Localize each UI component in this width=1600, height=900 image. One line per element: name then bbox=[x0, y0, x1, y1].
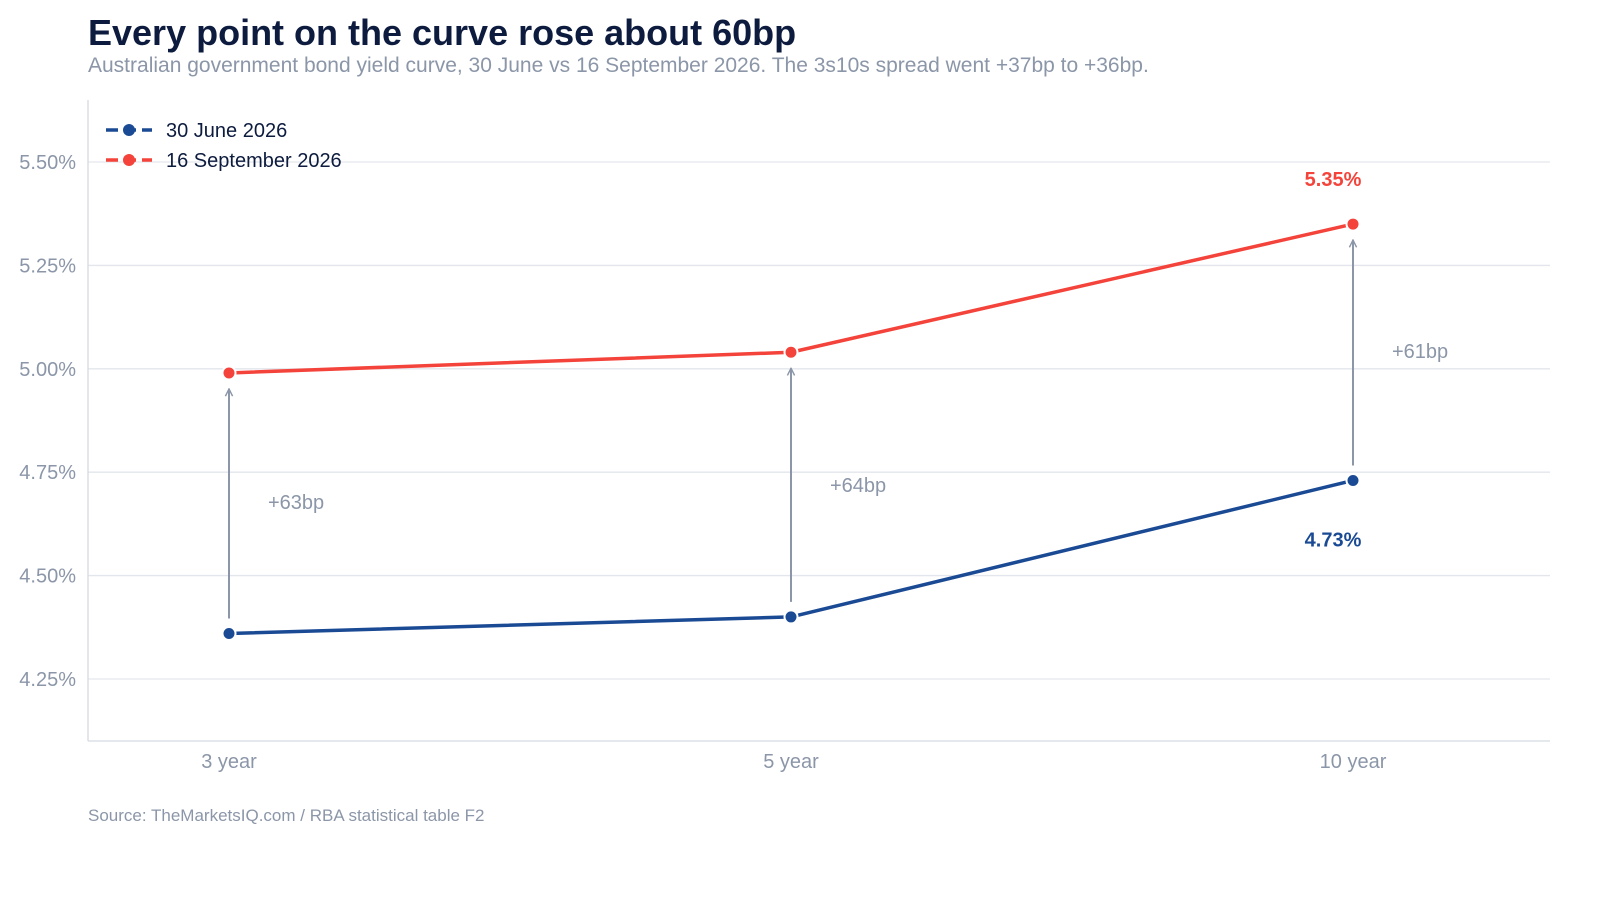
end-value-label: 5.35% bbox=[1305, 169, 1362, 191]
change-label: +63bp bbox=[268, 492, 324, 514]
series-point bbox=[783, 609, 799, 625]
y-tick-label: 4.50% bbox=[19, 566, 76, 588]
legend-swatch-marker bbox=[123, 124, 135, 136]
series-point bbox=[221, 365, 237, 381]
source-note: Source: TheMarketsIQ.com / RBA statistic… bbox=[88, 806, 485, 825]
series-point bbox=[1345, 216, 1361, 232]
series-point bbox=[783, 344, 799, 360]
change-label: +64bp bbox=[830, 475, 886, 497]
legend-label: 30 June 2026 bbox=[166, 120, 287, 142]
y-tick-label: 5.00% bbox=[19, 359, 76, 381]
chart-subtitle: Australian government bond yield curve, … bbox=[88, 54, 1149, 77]
chart-title: Every point on the curve rose about 60bp bbox=[88, 12, 797, 53]
series-point bbox=[221, 625, 237, 641]
end-value-label: 4.73% bbox=[1305, 529, 1362, 551]
series-point bbox=[1345, 472, 1361, 488]
x-tick-label: 3 year bbox=[201, 751, 257, 773]
y-tick-label: 5.25% bbox=[19, 255, 76, 277]
legend-swatch-marker bbox=[123, 154, 135, 166]
x-tick-label: 10 year bbox=[1320, 751, 1387, 773]
x-tick-label: 5 year bbox=[763, 751, 819, 773]
y-tick-label: 4.25% bbox=[19, 669, 76, 691]
change-label: +61bp bbox=[1392, 341, 1448, 363]
y-tick-label: 5.50% bbox=[19, 152, 76, 174]
legend-label: 16 September 2026 bbox=[166, 150, 342, 172]
y-tick-label: 4.75% bbox=[19, 462, 76, 484]
